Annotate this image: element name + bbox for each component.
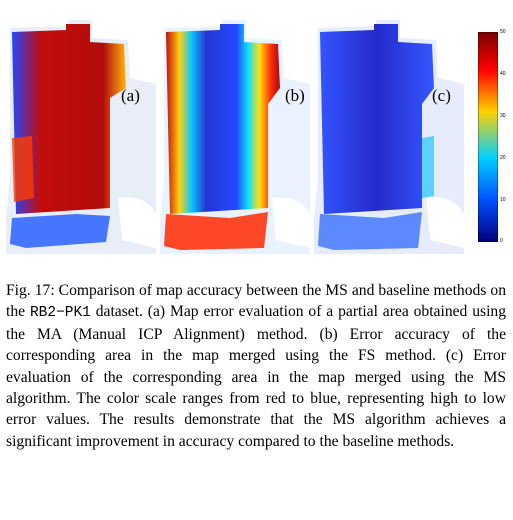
caption-text-part1: Fig. 17: Comparison of map accuracy betw…: [6, 281, 506, 320]
colorbar-tick-label: 0: [500, 238, 503, 244]
error-colorbar: [478, 32, 498, 242]
dataset-name: RB2−PK1: [29, 304, 91, 321]
error-map-panel-b: (b): [160, 20, 310, 254]
error-map-panel-c: (c): [314, 20, 464, 254]
colorbar-tick-label: 40: [500, 71, 506, 77]
panel-label-a: (a): [121, 86, 140, 105]
colorbar-tick-label: 10: [500, 197, 506, 203]
panel-label-c: (c): [432, 86, 451, 105]
colorbar-tick-label: 20: [500, 155, 506, 161]
panel-label-b: (b): [285, 86, 305, 105]
figure: (a) (b): [6, 20, 506, 254]
colorbar-tick-label: 50: [500, 29, 506, 35]
error-map-panel-a: (a): [6, 20, 156, 254]
caption-text-part2: dataset. (a) Map error evaluation of a p…: [6, 302, 506, 450]
figure-caption: Fig. 17: Comparison of map accuracy betw…: [6, 280, 506, 452]
colorbar-tick-label: 30: [500, 113, 506, 119]
